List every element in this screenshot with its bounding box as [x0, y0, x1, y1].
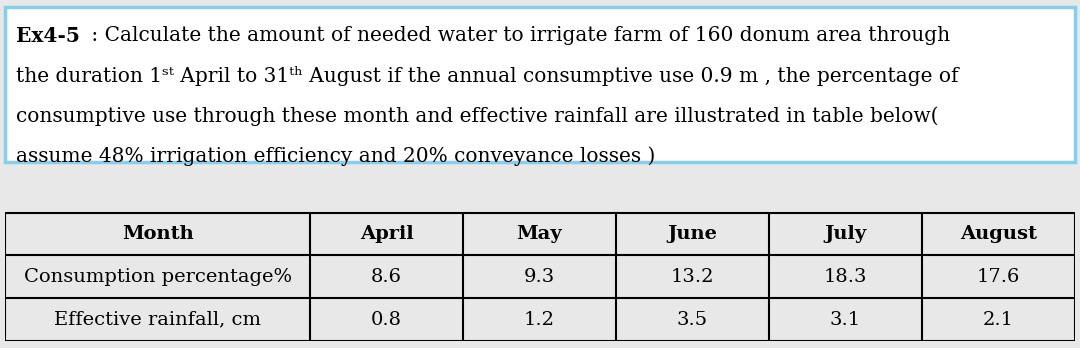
Text: 9.3: 9.3 — [524, 268, 555, 286]
Text: 3.5: 3.5 — [677, 311, 707, 329]
Text: 13.2: 13.2 — [671, 268, 714, 286]
Text: 1.2: 1.2 — [524, 311, 555, 329]
Text: April: April — [360, 225, 414, 243]
Text: Ex4-5: Ex4-5 — [16, 26, 80, 46]
Text: 2.1: 2.1 — [983, 311, 1014, 329]
Text: consumptive use through these month and effective rainfall are illustrated in ta: consumptive use through these month and … — [16, 106, 939, 126]
Text: Month: Month — [122, 225, 193, 243]
Text: the duration 1ˢᵗ April to 31ᵗʰ August if the annual consumptive use 0.9 m , the : the duration 1ˢᵗ April to 31ᵗʰ August if… — [16, 66, 959, 86]
Text: May: May — [516, 225, 563, 243]
Text: 0.8: 0.8 — [372, 311, 402, 329]
Text: assume 48% irrigation efficiency and 20% conveyance losses ): assume 48% irrigation efficiency and 20%… — [16, 147, 656, 166]
Text: 18.3: 18.3 — [824, 268, 867, 286]
Text: July: July — [824, 225, 866, 243]
Text: 17.6: 17.6 — [976, 268, 1020, 286]
Text: 8.6: 8.6 — [372, 268, 402, 286]
FancyBboxPatch shape — [5, 7, 1075, 163]
Text: June: June — [667, 225, 717, 243]
Text: August: August — [960, 225, 1037, 243]
Text: Consumption percentage%: Consumption percentage% — [24, 268, 292, 286]
Text: 3.1: 3.1 — [829, 311, 861, 329]
Text: Effective rainfall, cm: Effective rainfall, cm — [54, 311, 261, 329]
Text: : Calculate the amount of needed water to irrigate farm of 160 donum area throug: : Calculate the amount of needed water t… — [84, 26, 949, 45]
